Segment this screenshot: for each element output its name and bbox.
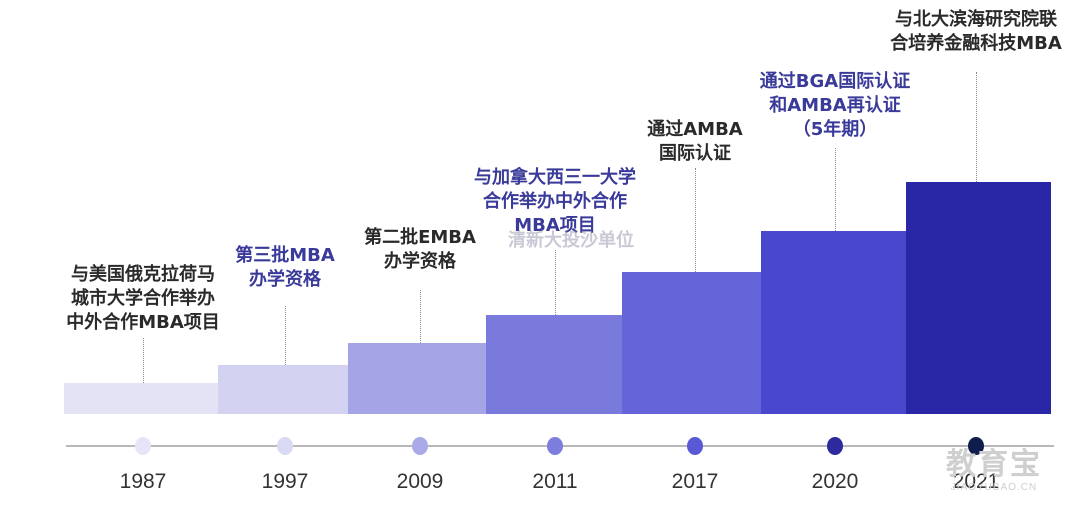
milestone-caption-2021: 与北大滨海研究院联 合培养金融科技MBA: [890, 8, 1062, 56]
caption-line: 通过AMBA: [647, 119, 743, 140]
leader-line-2017: [695, 168, 696, 272]
timeline-dot-2020: [827, 437, 843, 455]
year-label-2017: 2017: [671, 470, 719, 493]
leader-line-2011: [555, 250, 556, 315]
timeline-dot-2017: [687, 437, 703, 455]
milestone-caption-2020: 通过BGA国际认证 和AMBA再认证 （5年期）: [760, 70, 910, 142]
step-bar-2011: [486, 315, 622, 414]
step-bar-2021: [906, 182, 1051, 414]
milestone-caption-1987: 与美国俄克拉荷马 城市大学合作举办 中外合作MBA项目: [66, 263, 220, 335]
caption-line: 中外合作MBA项目: [66, 312, 220, 333]
caption-line: 城市大学合作举办: [71, 288, 215, 309]
caption-line: 合作举办中外合作: [483, 191, 627, 212]
leader-line-2021: [976, 72, 977, 182]
step-bar-1997: [218, 365, 348, 414]
year-label-2020: 2020: [811, 470, 859, 493]
caption-line: 与美国俄克拉荷马: [71, 264, 215, 285]
caption-line: 第三批MBA: [235, 245, 335, 266]
year-label-2011: 2011: [532, 470, 578, 493]
leader-line-1987: [143, 338, 144, 383]
step-bar-2009: [348, 343, 486, 414]
caption-line: 通过BGA国际认证: [759, 71, 911, 92]
year-label-1997: 1997: [261, 470, 309, 493]
step-bar-2017: [622, 272, 761, 414]
year-label-1987: 1987: [119, 470, 167, 493]
leader-line-2009: [420, 290, 421, 343]
caption-line: 和AMBA再认证: [769, 95, 901, 116]
caption-line: 第二批EMBA: [364, 227, 476, 248]
caption-line: 办学资格: [249, 269, 321, 290]
caption-line: （5年期）: [792, 119, 878, 140]
caption-line: 与加拿大西三一大学: [474, 167, 636, 188]
watermark-chinese: 教育宝: [946, 447, 1042, 482]
caption-line: 办学资格: [383, 251, 456, 272]
step-bar-2020: [761, 231, 906, 414]
faded-overlay-text: 清新大投沙单位: [508, 230, 634, 251]
caption-line: 合培养金融科技MBA: [890, 33, 1062, 54]
timeline-dot-2011: [547, 437, 563, 455]
milestone-caption-1997: 第三批MBA 办学资格: [235, 244, 335, 292]
milestone-caption-2009: 第二批EMBA 办学资格: [364, 226, 476, 274]
milestone-caption-2017: 通过AMBA 国际认证: [647, 118, 743, 166]
milestone-caption-2011: 与加拿大西三一大学 合作举办中外合作 MBA项目: [474, 166, 636, 238]
caption-line: 国际认证: [659, 143, 731, 164]
watermark-logo: 教育宝 JIAOYUBAO.CN: [924, 448, 1064, 494]
year-label-2009: 2009: [396, 470, 444, 493]
year-label-2021: 2021: [952, 470, 1000, 493]
caption-line: 与北大滨海研究院联: [895, 9, 1057, 30]
timeline-dot-1997: [277, 437, 293, 455]
leader-line-2020: [835, 148, 836, 231]
timeline-dot-2021: [968, 437, 984, 455]
watermark-english: JIAOYUBAO.CN: [950, 482, 1038, 493]
timeline-dot-1987: [135, 437, 151, 455]
step-bar-1987: [64, 383, 218, 414]
caption-line: MBA项目: [514, 215, 596, 236]
timeline-dot-2009: [412, 437, 428, 455]
leader-line-1997: [285, 306, 286, 365]
